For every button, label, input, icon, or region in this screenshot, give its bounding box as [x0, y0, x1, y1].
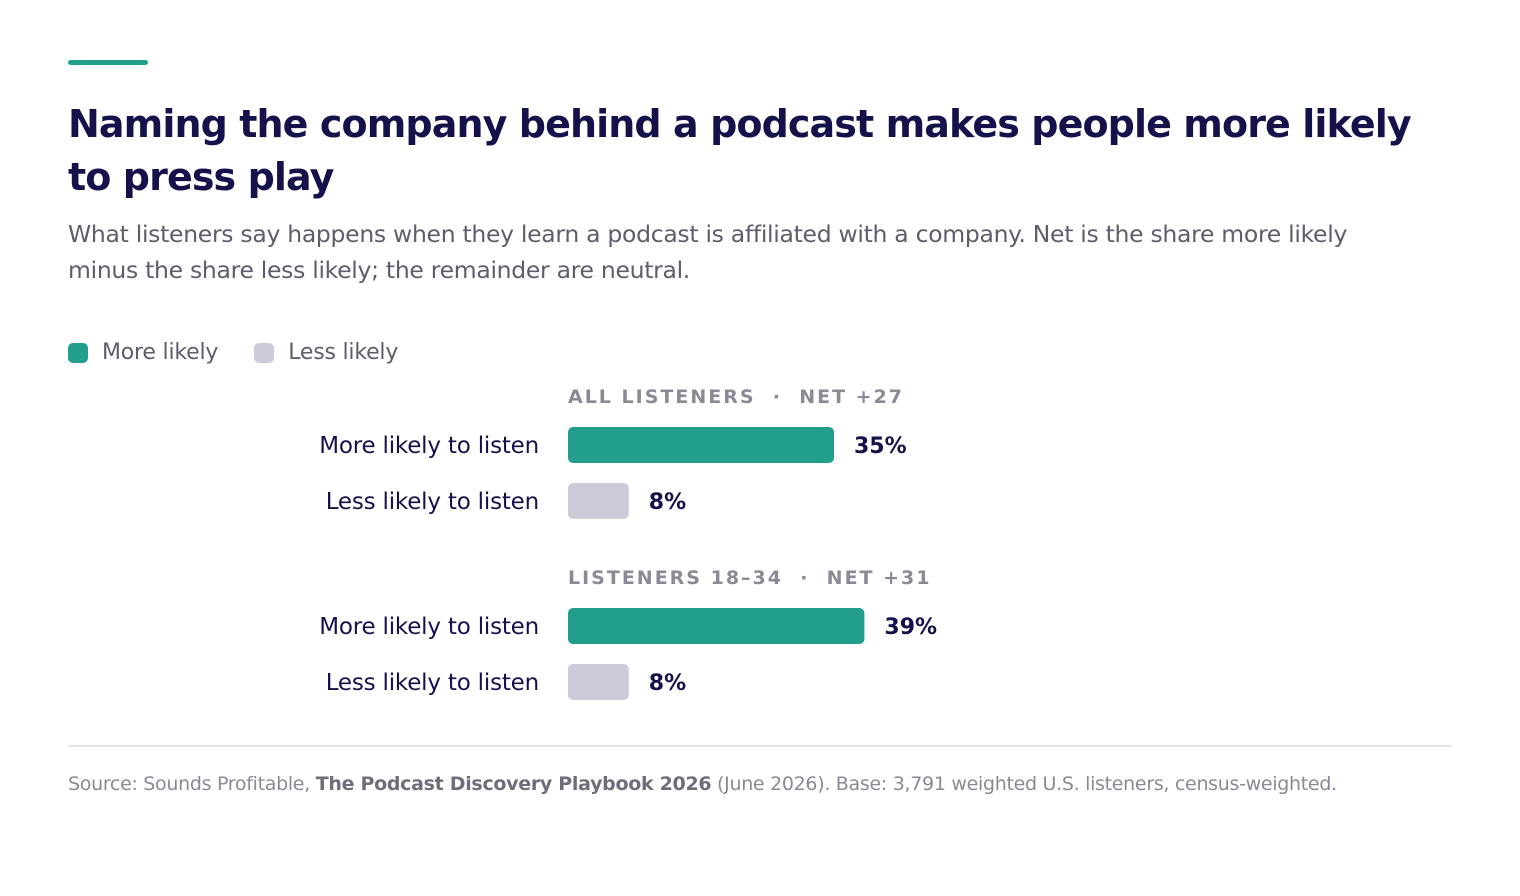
legend-label-more-likely: More likely	[102, 340, 219, 365]
bar	[568, 483, 629, 519]
value-label: 39%	[884, 615, 937, 640]
footer-divider	[68, 745, 1452, 747]
source-publication: The Podcast Discovery Playbook 2026	[315, 773, 712, 795]
legend-item-less-likely: Less likely	[254, 340, 398, 365]
value-label: 8%	[649, 490, 686, 515]
bar	[568, 427, 834, 463]
bar	[568, 608, 865, 644]
row-label: More likely to listen	[319, 433, 539, 459]
chart-subtitle: What listeners say happens when they lea…	[68, 220, 1348, 284]
source-prefix: Source: Sounds Profitable,	[68, 773, 316, 795]
legend-swatch-less-likely	[254, 342, 275, 363]
legend-item-more-likely: More likely	[68, 340, 218, 365]
legend-swatch-more-likely	[68, 342, 88, 363]
source-note: Source: Sounds Profitable, The Podcast D…	[68, 773, 1337, 795]
value-label: 8%	[649, 671, 686, 696]
row-label: Less likely to listen	[326, 489, 539, 515]
row-label: More likely to listen	[319, 614, 539, 640]
bar-chart: ALL LISTENERS · NET +27 More likely to li…	[319, 386, 937, 700]
value-label: 35%	[854, 434, 907, 459]
chart-title: Naming the company behind a podcast make…	[68, 102, 1412, 199]
source-suffix: (June 2026). Base: 3,791 weighted U.S. l…	[711, 773, 1337, 795]
legend: More likely Less likely	[68, 340, 434, 365]
group-label: ALL LISTENERS · NET +27	[568, 386, 904, 408]
accent-rule	[68, 60, 148, 65]
bar	[568, 664, 629, 700]
group-label: LISTENERS 18–34 · NET +31	[568, 567, 931, 589]
legend-label-less-likely: Less likely	[288, 340, 399, 365]
row-label: Less likely to listen	[326, 670, 539, 696]
